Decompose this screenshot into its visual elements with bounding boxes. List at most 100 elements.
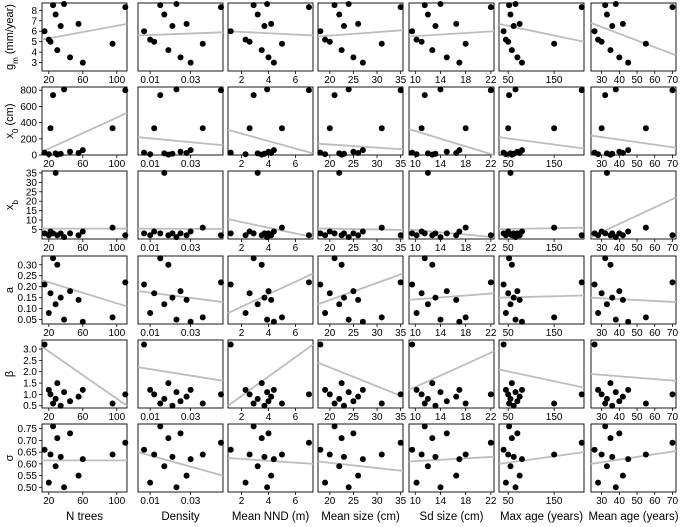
x-tick-label: 6 — [293, 75, 299, 86]
data-point — [67, 148, 74, 155]
x-tick-label: 18 — [460, 75, 472, 86]
data-point — [265, 430, 272, 437]
x-tick-label: 0.03 — [181, 243, 201, 254]
x-tick-label: 50 — [631, 75, 643, 86]
data-point — [177, 54, 184, 61]
y-axis-label-gm: gm (mm/year) — [4, 4, 20, 70]
data-point — [642, 125, 649, 132]
data-point — [250, 230, 257, 237]
x-tick-label: 150 — [546, 412, 563, 423]
data-point — [642, 314, 649, 321]
panel-a-density: 0.01 0.03 — [137, 255, 224, 339]
data-point — [265, 288, 272, 295]
y-tick-label: 600 — [20, 102, 37, 113]
data-point — [317, 149, 324, 156]
data-point — [505, 451, 512, 458]
data-point — [625, 59, 632, 66]
panel-frame — [137, 170, 224, 240]
data-point — [57, 150, 64, 157]
data-point — [317, 230, 324, 237]
fit-line — [408, 30, 495, 38]
data-point — [424, 395, 431, 402]
data-point — [602, 423, 609, 430]
x-tick-label: 2 — [239, 496, 245, 507]
y-tick-label: 5 — [31, 225, 37, 236]
data-point — [603, 395, 610, 402]
data-point — [47, 290, 54, 297]
data-point — [165, 435, 172, 442]
panel-gm-sdsize: 10 14 18 22 — [408, 1, 497, 86]
data-point — [75, 149, 82, 156]
data-point — [514, 398, 521, 405]
data-point — [270, 147, 277, 154]
x-tick-label: 0.01 — [140, 243, 160, 254]
data-point — [413, 386, 420, 393]
data-point — [52, 11, 59, 18]
panel-x0-ntrees: 0 200 400 600 800 20 60 100 — [20, 86, 129, 170]
data-point — [609, 23, 616, 30]
x-axis-label-meansize: Mean size (cm) — [321, 511, 400, 523]
data-point — [217, 4, 224, 11]
data-point — [270, 228, 277, 235]
x-tick-label: 20 — [43, 496, 55, 507]
data-point — [350, 430, 357, 437]
data-point — [518, 59, 525, 66]
data-point — [603, 301, 610, 308]
data-point — [510, 453, 517, 460]
data-point — [429, 380, 436, 387]
data-point — [518, 318, 525, 325]
fit-line — [41, 112, 128, 153]
fit-line — [137, 31, 224, 37]
data-point — [602, 2, 609, 9]
data-point — [625, 386, 632, 393]
data-point — [418, 125, 425, 132]
y-tick-label: 1.5 — [23, 379, 37, 390]
data-point — [421, 255, 428, 262]
data-point — [487, 439, 494, 446]
data-point — [345, 484, 352, 491]
data-point — [355, 296, 362, 303]
x-tick-label: 40 — [614, 328, 626, 339]
data-point — [453, 20, 460, 27]
data-point — [602, 400, 609, 407]
data-point — [54, 261, 61, 268]
data-point — [173, 234, 180, 241]
x-tick-label: 70 — [667, 328, 679, 339]
x-tick-label: 30 — [371, 159, 383, 170]
data-point — [57, 23, 64, 30]
data-point — [151, 290, 158, 297]
fit-line — [41, 23, 128, 41]
fit-line — [498, 136, 585, 150]
data-point — [505, 290, 512, 297]
panel-beta-ntrees: 0.51.01.52.02.53.0 20 60 100 — [23, 339, 129, 423]
data-point — [187, 228, 194, 235]
data-point — [151, 451, 158, 458]
panel-frame — [317, 170, 404, 240]
data-point — [122, 232, 129, 239]
data-point — [141, 341, 148, 348]
data-point — [409, 28, 416, 35]
data-point — [52, 463, 59, 470]
panel-x0-maxage: 50 150 — [498, 86, 585, 170]
panel-x0-meansize: 20 25 30 35 — [317, 86, 407, 170]
x-tick-label: 100 — [108, 496, 125, 507]
x-tick-label: 70 — [667, 412, 679, 423]
data-point — [326, 125, 333, 132]
panel-frame — [317, 339, 404, 409]
y-tick-label: 0.60 — [18, 459, 38, 470]
data-point — [642, 400, 649, 407]
data-point — [265, 398, 272, 405]
data-point — [551, 400, 558, 407]
y-tick-label: 10 — [26, 216, 38, 227]
data-point — [619, 296, 626, 303]
data-point — [456, 59, 463, 66]
fit-line — [408, 128, 495, 156]
panel-frame — [498, 2, 585, 72]
data-point — [199, 400, 206, 407]
data-point — [322, 151, 329, 158]
data-point — [45, 151, 52, 158]
x-tick-label: 10 — [410, 328, 422, 339]
data-point — [165, 380, 172, 387]
x-tick-label: 6 — [293, 159, 299, 170]
data-point — [345, 86, 352, 93]
